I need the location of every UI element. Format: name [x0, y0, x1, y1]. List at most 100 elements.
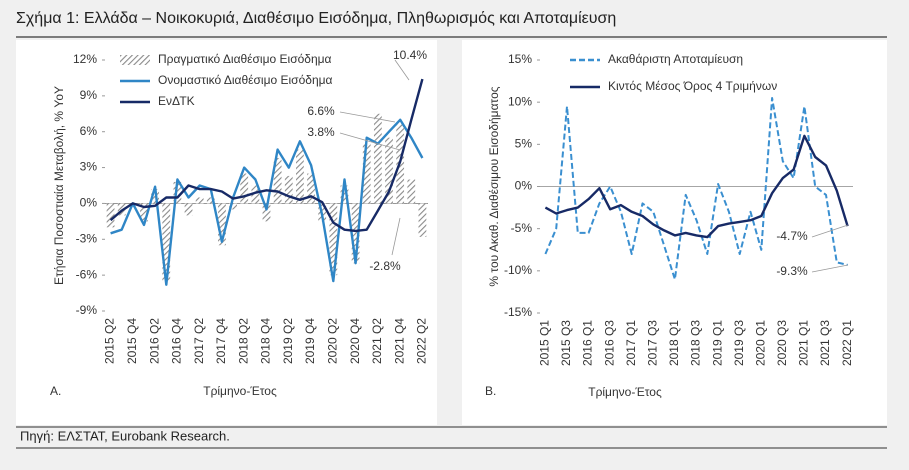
- bar: [284, 175, 293, 204]
- x-tick-label: 2017 Q1: [624, 320, 638, 366]
- panel-label: B.: [485, 384, 496, 398]
- bar: [184, 203, 193, 216]
- series-line: [544, 97, 848, 281]
- x-tick-label: 2020 Q3: [775, 320, 789, 366]
- x-tick-label: 2016 Q1: [581, 320, 595, 366]
- bar: [206, 197, 215, 204]
- y-tick-label: 5%: [515, 137, 533, 151]
- y-tick-label: 0%: [515, 179, 533, 193]
- annotation: 3.8%: [307, 125, 335, 139]
- bar: [340, 185, 349, 204]
- series-line: [109, 78, 424, 233]
- bar: [407, 179, 416, 204]
- annotation: -4.7%: [776, 229, 808, 243]
- annotation: 6.6%: [307, 104, 335, 118]
- bar: [106, 203, 115, 228]
- annotation-leader: [339, 111, 396, 123]
- y-tick-label: -3%: [76, 231, 98, 245]
- x-tick-label: 2021 Q2: [370, 318, 384, 364]
- x-tick-label: 2022 Q1: [840, 320, 854, 366]
- x-tick-label: 2015 Q3: [559, 320, 573, 366]
- x-tick-label: 2020 Q4: [348, 318, 362, 364]
- bar: [229, 203, 237, 210]
- series-line: [110, 118, 424, 286]
- bar: [162, 203, 171, 282]
- legend-label: Κιντός Μέσος Όρος 4 Τριμήνων: [608, 79, 777, 93]
- annotation: -9.3%: [776, 264, 808, 278]
- bar: [329, 203, 338, 276]
- source: Πηγή: ΕΛΣΤΑΤ, Eurobank Research.: [20, 428, 230, 443]
- bar: [418, 203, 427, 237]
- x-tick-label: 2021 Q4: [392, 318, 406, 364]
- panel-a: [16, 40, 437, 425]
- x-tick-label: 2018 Q4: [259, 318, 273, 364]
- x-axis-title: Τρίμηνο-Έτος: [588, 385, 662, 399]
- legend-label: Ακαθάριστη Αποταμίευση: [608, 52, 743, 66]
- bar: [195, 197, 204, 204]
- bar: [140, 203, 148, 222]
- bar: [240, 173, 249, 204]
- bar: [296, 149, 304, 204]
- y-tick-label: -15%: [504, 305, 532, 319]
- bar: [218, 203, 226, 246]
- bar: [251, 185, 260, 204]
- x-tick-label: 2021 Q1: [797, 320, 811, 366]
- x-axis-title: Τρίμηνο-Έτος: [203, 384, 277, 398]
- x-tick-label: 2018 Q2: [236, 318, 250, 364]
- x-tick-label: 2018 Q1: [667, 320, 681, 366]
- annotation-leader: [811, 264, 849, 273]
- series-line: [544, 134, 849, 239]
- x-tick-label: 2017 Q3: [645, 320, 659, 366]
- annotation-leader: [391, 217, 401, 256]
- y-tick-label: -5%: [511, 221, 533, 235]
- x-tick-label: 2017 Q2: [192, 318, 206, 364]
- panel-b: [462, 40, 887, 425]
- annotation-leader: [339, 132, 401, 151]
- bar: [173, 181, 182, 204]
- annotation-leader: [811, 224, 849, 238]
- bar: [385, 137, 393, 204]
- x-tick-label: 2016 Q2: [147, 318, 161, 364]
- y-tick-label: 3%: [80, 160, 98, 174]
- bar: [362, 143, 371, 204]
- x-tick-label: 2018 Q3: [689, 320, 703, 366]
- x-tick-label: 2019 Q4: [303, 318, 317, 364]
- panel-label: A.: [50, 384, 61, 398]
- x-tick-label: 2020 Q2: [325, 318, 339, 364]
- annotation: 10.4%: [393, 48, 427, 62]
- x-tick-label: 2022 Q2: [415, 318, 429, 364]
- y-tick-label: 12%: [73, 52, 97, 66]
- x-tick-label: 2019 Q1: [710, 320, 724, 366]
- y-tick-label: -9%: [76, 303, 98, 317]
- x-tick-label: 2015 Q4: [125, 318, 139, 364]
- figure-title: Σχήμα 1: Ελλάδα – Νοικοκυριά, Διαθέσιμο …: [16, 10, 616, 27]
- y-tick-label: 0%: [80, 196, 98, 210]
- legend-label: ΕνΔΤΚ: [158, 94, 195, 108]
- x-tick-label: 2019 Q2: [281, 318, 295, 364]
- y-tick-label: 6%: [80, 124, 98, 138]
- y-axis-title: Ετήσια Ποσοστιαία Μεταβολή, % YoY: [52, 86, 66, 285]
- y-axis-title: % του Ακαθ. Διαθέσιμου Εισοδήματος: [487, 86, 501, 286]
- x-tick-label: 2017 Q4: [214, 318, 228, 364]
- legend-swatch: [120, 55, 150, 65]
- bar: [307, 173, 315, 204]
- bar: [373, 113, 382, 204]
- bar: [262, 203, 271, 222]
- bar: [351, 203, 360, 264]
- x-tick-label: 2020 Q1: [753, 320, 767, 366]
- y-tick-label: 15%: [508, 52, 532, 66]
- y-tick-label: -10%: [504, 263, 532, 277]
- x-tick-label: 2015 Q1: [538, 320, 552, 366]
- x-tick-label: 2015 Q2: [103, 318, 117, 364]
- x-tick-label: 2016 Q3: [602, 320, 616, 366]
- annotation-leader: [394, 59, 410, 81]
- annotation: -2.8%: [369, 259, 401, 273]
- x-tick-label: 2019 Q3: [732, 320, 746, 366]
- y-tick-label: -6%: [76, 267, 98, 281]
- x-tick-label: 2021 Q3: [818, 320, 832, 366]
- legend-label: Ονομαστικό Διαθέσιμο Εισόδημα: [158, 73, 333, 87]
- bar: [273, 158, 282, 204]
- y-tick-label: 9%: [80, 88, 98, 102]
